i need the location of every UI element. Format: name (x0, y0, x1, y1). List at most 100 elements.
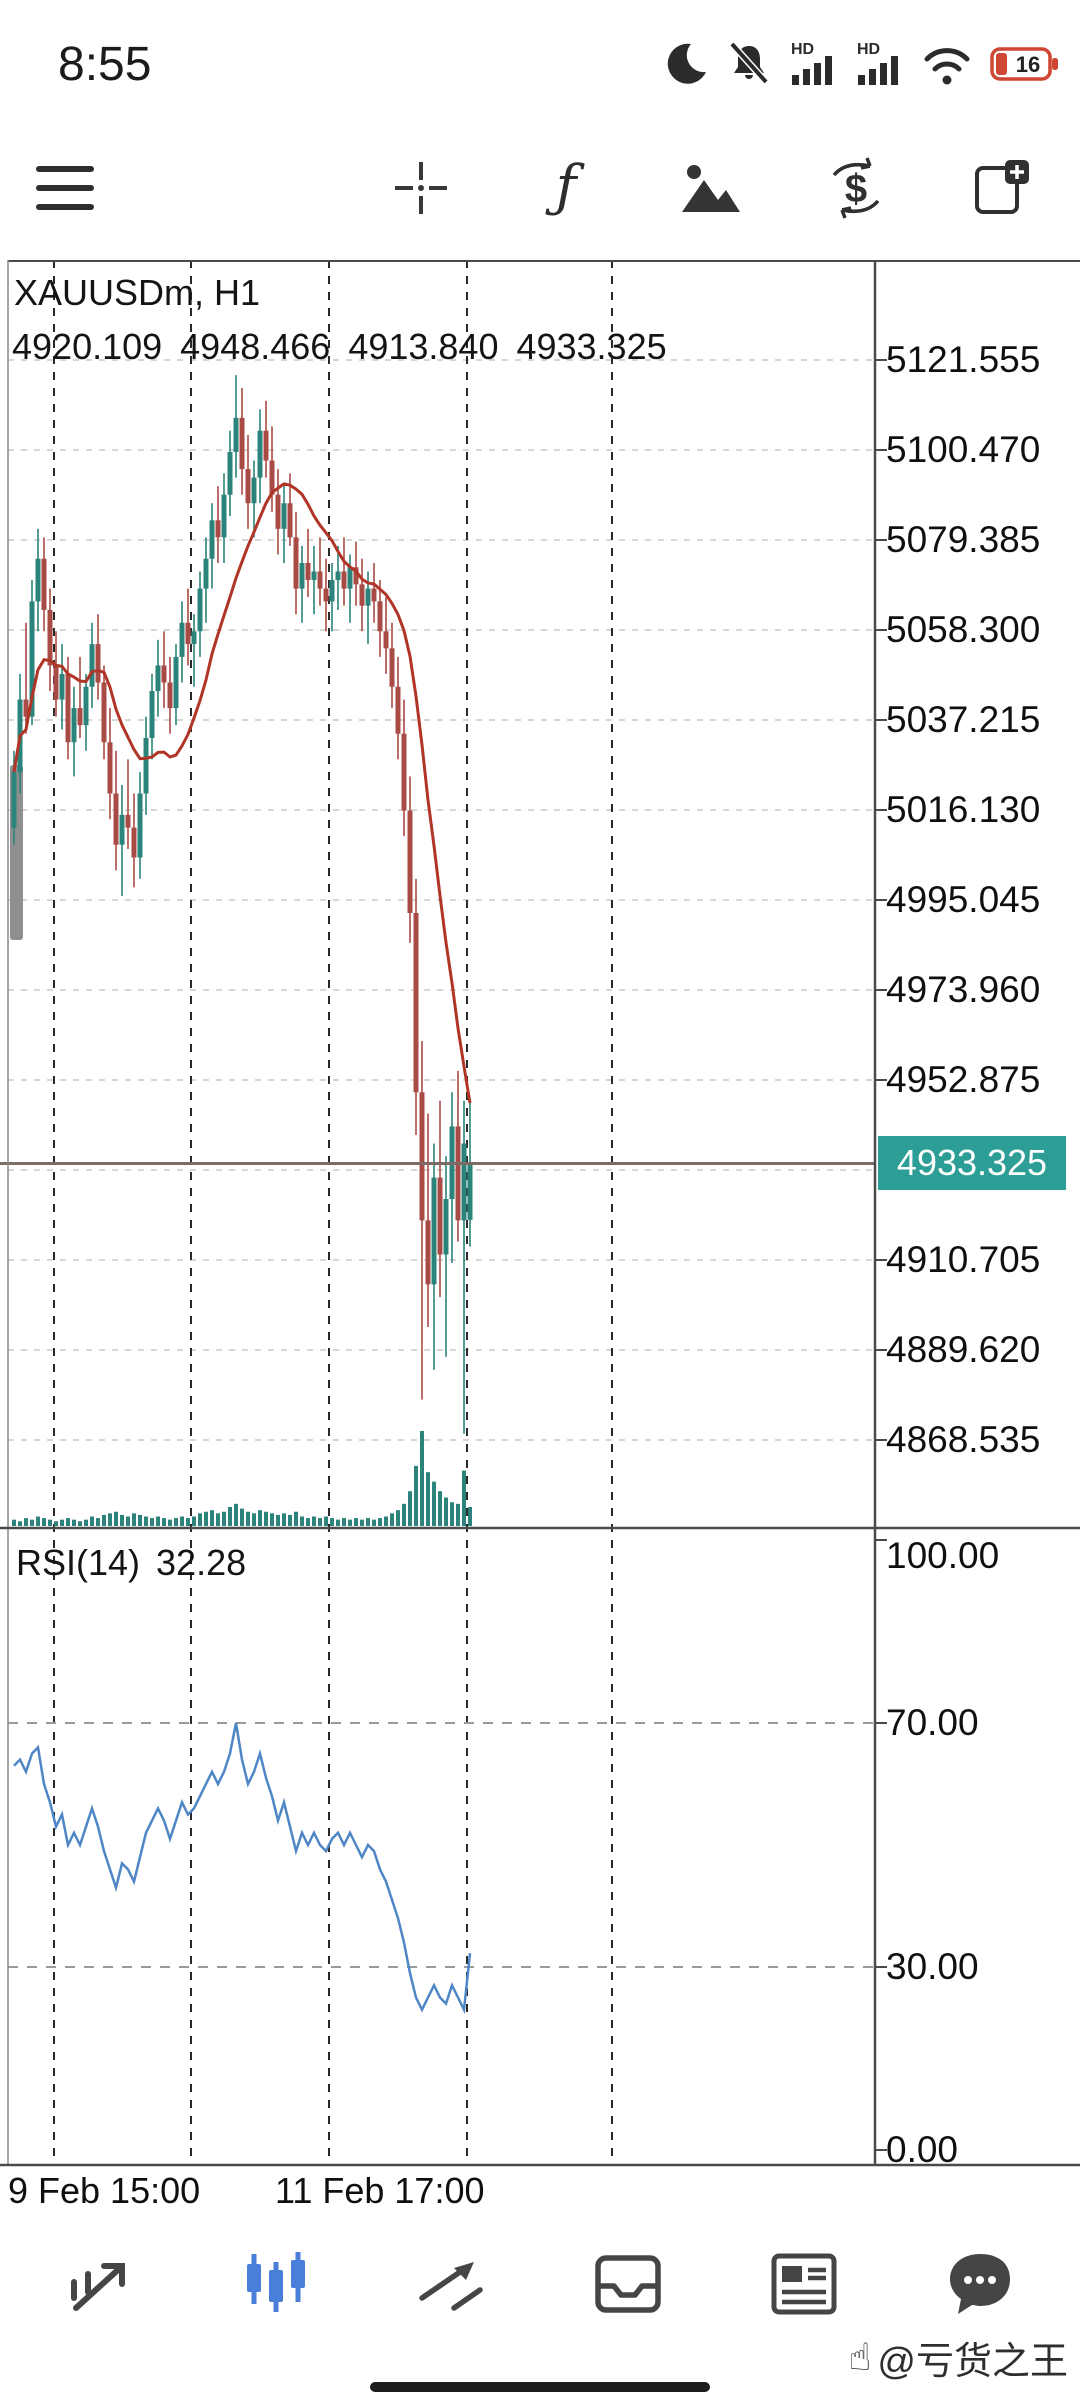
watermark-text: @亏货之王 (877, 2341, 1068, 2383)
candle-body (335, 571, 341, 581)
rsi-axis-label: 100.00 (886, 1535, 1000, 1576)
candle-body (23, 699, 29, 717)
time-axis-label: 11 Feb 17:00 (275, 2170, 485, 2211)
candle-body (119, 814, 125, 845)
volume-bar (384, 1516, 388, 1526)
price-axis-label: 4952.875 (886, 1059, 1041, 1100)
candle-body (455, 1126, 461, 1221)
ma-line (12, 482, 472, 1104)
nav-messages-button[interactable] (942, 2236, 1018, 2332)
rsi-name: RSI(14) (16, 1542, 141, 1583)
moon-icon (667, 43, 706, 84)
candle-body (143, 737, 149, 794)
candle-body (419, 1092, 425, 1221)
candle-body (437, 1177, 443, 1255)
candle-body (245, 469, 251, 504)
nav-mailbox-button[interactable] (590, 2236, 666, 2332)
candle-body (353, 567, 359, 585)
volume-bar (162, 1518, 166, 1526)
candle-body (59, 673, 65, 700)
current-price-badge: 4933.325 (878, 1136, 1066, 1191)
volume-bar (138, 1514, 142, 1526)
volume-bar (468, 1507, 472, 1526)
indicators-button[interactable]: ƒ (493, 128, 638, 248)
volume-bar (180, 1516, 184, 1526)
candle-body (83, 686, 89, 726)
trade-currency-button[interactable]: $ (783, 128, 928, 248)
nav-trade-button[interactable] (414, 2236, 490, 2332)
add-window-icon (974, 160, 1029, 214)
home-indicator[interactable] (370, 2382, 710, 2392)
volume-bar (288, 1514, 292, 1526)
candle-body (329, 580, 335, 602)
volume-bar (54, 1521, 58, 1526)
candle-body (425, 1220, 431, 1285)
price-axis-label: 5058.300 (886, 609, 1041, 650)
function-glyph: ƒ (544, 158, 585, 218)
wifi-icon (924, 48, 970, 85)
volume-bar (396, 1510, 400, 1526)
nav-charts-button[interactable] (238, 2236, 314, 2332)
candle-body (47, 609, 53, 666)
open-value: 4920.109 (12, 326, 163, 367)
volume-bar (462, 1470, 466, 1526)
notifications-muted-icon (729, 42, 769, 85)
volume-bar (438, 1491, 442, 1526)
price-chart[interactable] (0, 260, 1080, 2205)
battery-icon: 16 (990, 47, 1058, 81)
candle-body (101, 682, 107, 743)
new-chart-button[interactable] (928, 128, 1073, 248)
volume-bar (126, 1516, 130, 1526)
candle-body (443, 1198, 449, 1255)
volume-bar (300, 1516, 304, 1526)
rsi-axis-label: 0.00 (886, 2129, 959, 2170)
volume-bar (210, 1510, 214, 1526)
crosshair-button[interactable] (348, 128, 493, 248)
volume-bar (336, 1519, 340, 1526)
volume-bar (246, 1511, 250, 1526)
candle-body (35, 558, 41, 602)
rsi-line (13, 1722, 472, 2015)
candle-body (29, 601, 35, 717)
volume-bar (132, 1513, 136, 1526)
volume-bar (30, 1519, 34, 1526)
high-value: 4948.466 (180, 326, 331, 367)
inbox-icon (595, 2255, 661, 2313)
candle-body (125, 814, 131, 828)
candle-body (65, 673, 71, 743)
candle-body (251, 477, 257, 504)
volume-bar (186, 1518, 190, 1526)
dollar-glyph: $ (844, 167, 866, 211)
rsi-axis-label: 30.00 (886, 1946, 979, 1987)
volume-bar (198, 1513, 202, 1526)
volume-bar (348, 1519, 352, 1526)
candle-body (167, 682, 173, 709)
rsi-axis-label: 70.00 (886, 1702, 979, 1743)
candle-body (323, 588, 329, 602)
volume-bar (306, 1518, 310, 1526)
nav-quotes-button[interactable] (62, 2236, 138, 2332)
candle-body (371, 588, 377, 602)
nav-news-button[interactable] (766, 2236, 842, 2332)
candle-body (377, 601, 383, 632)
candle-body (341, 571, 347, 589)
volume-bar (414, 1465, 418, 1526)
volume-bar (426, 1472, 430, 1526)
rsi-indicator-label: RSI(14) 32.28 (16, 1542, 246, 1584)
candle-body (209, 520, 215, 559)
volume-bar (228, 1507, 232, 1526)
ohlc-values: 4920.109 4948.466 4913.840 4933.325 (12, 326, 667, 368)
volume-bar (420, 1431, 424, 1526)
menu-button[interactable] (36, 166, 94, 213)
objects-button[interactable] (638, 128, 783, 248)
volume-bar (12, 1519, 16, 1526)
volume-bar (318, 1518, 322, 1526)
candle-body (389, 648, 395, 687)
chat-bubble-icon (950, 2254, 1010, 2314)
candle-body (221, 494, 227, 538)
hd-label: HD (791, 41, 814, 58)
volume-bar (390, 1513, 394, 1526)
volume-bar (342, 1518, 346, 1526)
candle-body (299, 562, 305, 589)
